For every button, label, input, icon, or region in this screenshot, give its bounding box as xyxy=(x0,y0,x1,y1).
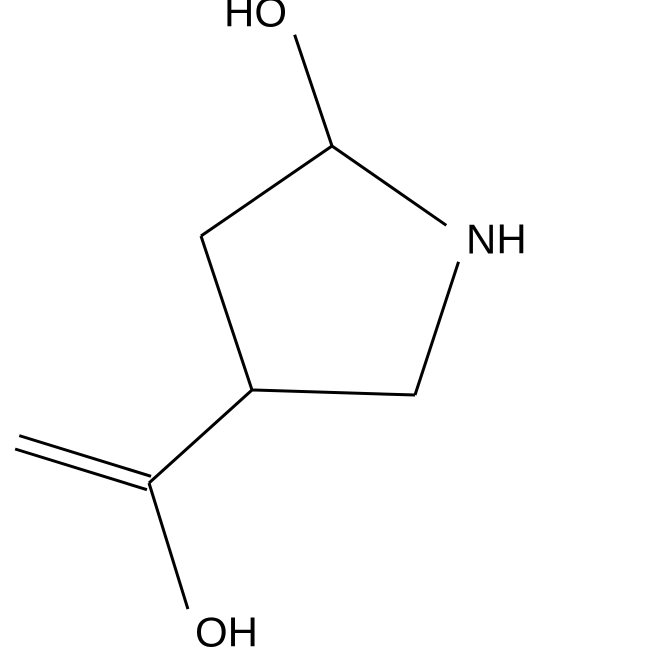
bond xyxy=(201,236,252,390)
bond xyxy=(201,146,332,236)
atom-label-n: NH xyxy=(466,216,527,263)
bonds-layer xyxy=(15,35,458,609)
atom-label-oh: HO xyxy=(224,0,287,36)
bond xyxy=(415,262,459,395)
labels-layer: NHHOOOH xyxy=(0,0,527,650)
bond xyxy=(295,35,332,146)
bond xyxy=(149,390,252,483)
bond xyxy=(252,390,415,395)
bond xyxy=(332,146,446,225)
atom-label-ohc: OH xyxy=(195,609,258,650)
molecule-diagram: NHHOOOH xyxy=(0,0,650,650)
bond xyxy=(149,483,188,609)
